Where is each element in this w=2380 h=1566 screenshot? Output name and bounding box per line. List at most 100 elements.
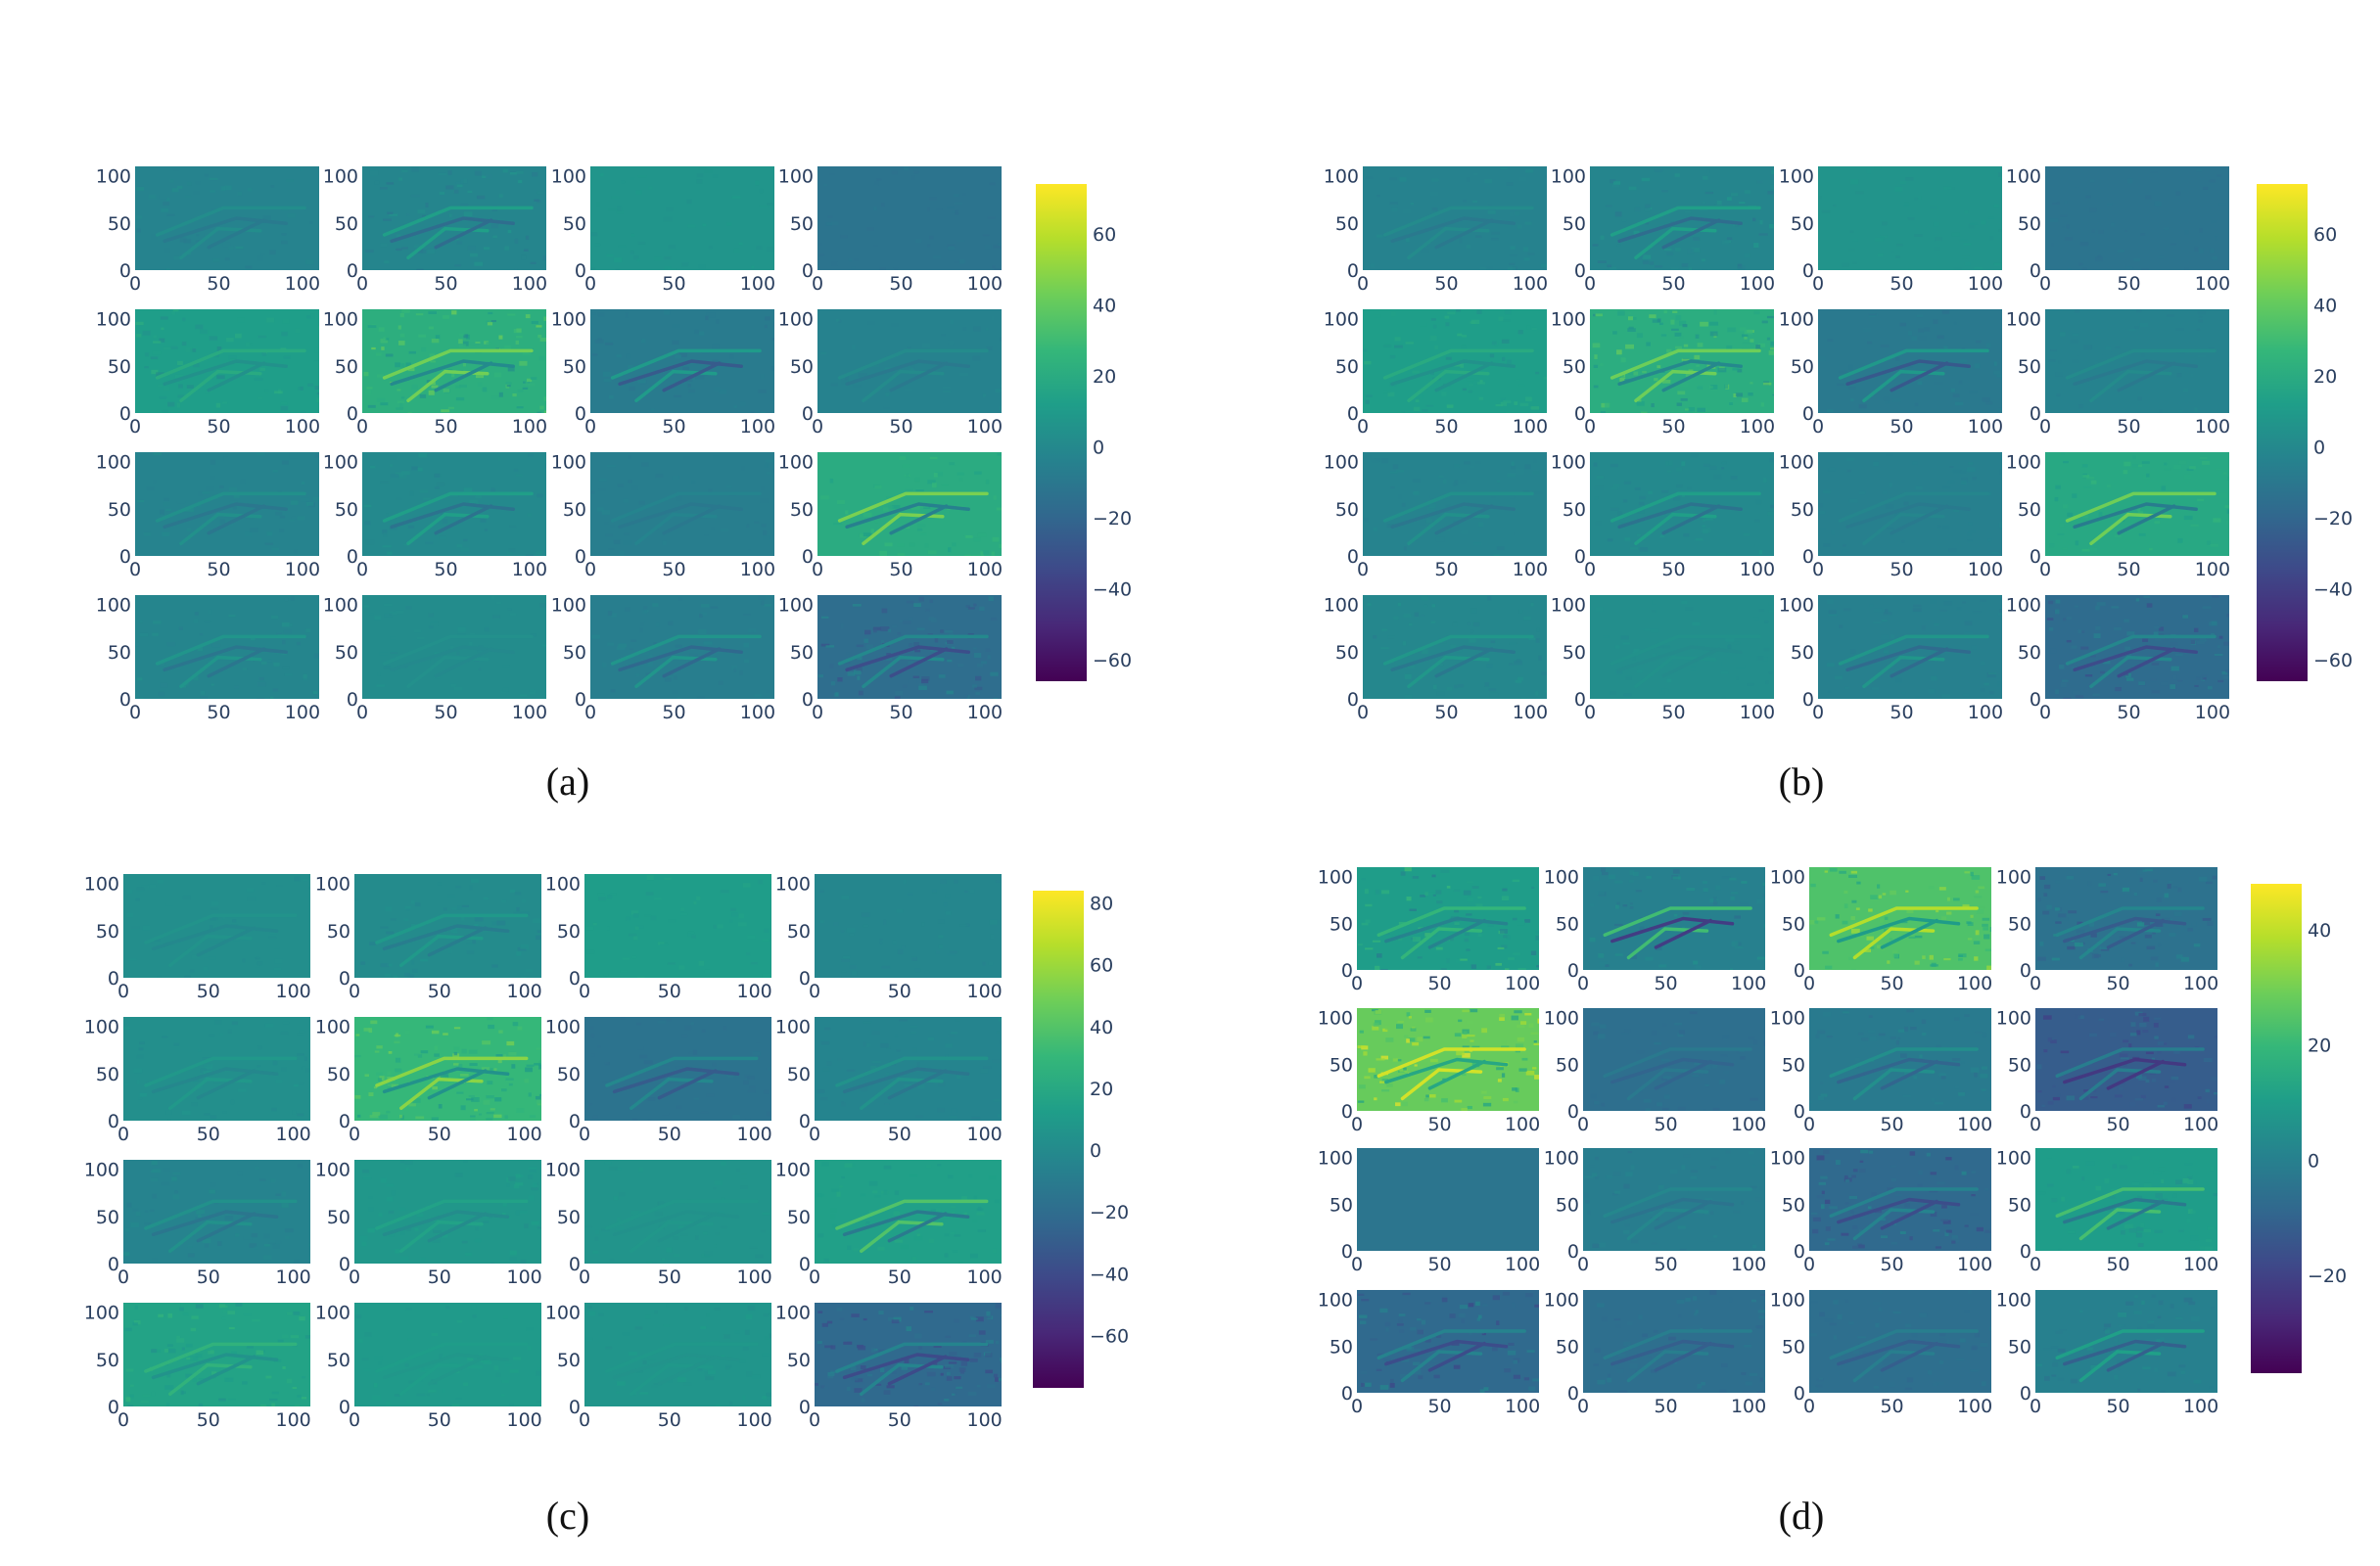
texture-speck (2187, 1179, 2194, 1184)
y-tick-label: 50 (327, 921, 350, 943)
texture-speck (1986, 672, 1996, 678)
texture-speck (2054, 609, 2060, 615)
feature-map-background (362, 595, 546, 699)
texture-speck (1520, 1021, 1527, 1025)
texture-speck (2042, 910, 2050, 915)
texture-speck (1846, 469, 1852, 473)
texture-speck (152, 350, 162, 355)
silhouette-edge (2055, 1187, 2205, 1219)
texture-speck (589, 1103, 593, 1106)
texture-speck (926, 1371, 936, 1377)
texture-speck (1906, 1009, 1914, 1013)
feature-map (354, 1303, 541, 1406)
texture-speck (973, 647, 977, 650)
texture-speck (152, 632, 159, 636)
texture-speck (181, 1110, 191, 1116)
texture-speck (1491, 231, 1501, 235)
texture-speck (1452, 483, 1457, 487)
texture-speck (597, 893, 605, 896)
texture-speck (737, 412, 745, 413)
texture-speck (1412, 1368, 1422, 1374)
texture-speck (605, 1346, 613, 1350)
texture-speck (1744, 336, 1748, 340)
texture-speck (1975, 1032, 1983, 1035)
texture-speck (206, 486, 214, 491)
texture-speck (1461, 345, 1467, 348)
texture-speck (1753, 243, 1759, 249)
texture-speck (2071, 359, 2079, 363)
texture-speck (1629, 1363, 1638, 1369)
texture-speck (1897, 1036, 1901, 1040)
texture-speck (297, 516, 305, 521)
texture-speck (1393, 616, 1399, 620)
texture-speck (598, 488, 607, 492)
texture-speck (125, 889, 133, 894)
x-tick-label: 100 (737, 1409, 772, 1431)
texture-speck (682, 1238, 688, 1242)
texture-speck (746, 952, 751, 956)
texture-speck (1363, 1051, 1368, 1056)
texture-speck (1842, 920, 1848, 925)
texture-speck (2090, 933, 2097, 938)
silhouette-edge (155, 634, 306, 666)
texture-speck (2138, 532, 2146, 536)
texture-speck (1771, 169, 1774, 175)
texture-speck (1670, 267, 1679, 270)
y-tick-label: 100 (323, 309, 358, 331)
texture-speck (2079, 242, 2089, 247)
silhouette-edge (390, 502, 515, 530)
texture-speck (700, 603, 710, 608)
y-tick-label: 50 (1791, 642, 1814, 664)
texture-speck (894, 1190, 900, 1196)
texture-speck (586, 949, 595, 954)
texture-speck (1914, 960, 1920, 965)
texture-speck (1606, 205, 1612, 207)
texture-speck (474, 170, 482, 176)
texture-speck (1984, 948, 1991, 951)
texture-speck (752, 1051, 761, 1056)
texture-speck (607, 611, 613, 616)
texture-speck (859, 1381, 865, 1385)
x-tick-label: 0 (356, 416, 368, 438)
texture-speck (491, 208, 497, 211)
texture-speck (1860, 1149, 1869, 1154)
texture-speck (1648, 490, 1653, 494)
texture-speck (933, 473, 938, 478)
texture-speck (944, 1363, 954, 1368)
texture-speck (456, 1320, 463, 1323)
texture-speck (1537, 1018, 1539, 1024)
texture-speck (952, 1393, 956, 1396)
texture-speck (689, 653, 698, 657)
silhouette-edge (612, 1353, 740, 1380)
texture-speck (867, 321, 875, 325)
texture-speck (303, 677, 308, 681)
x-tick-label: 100 (512, 273, 547, 295)
texture-speck (1867, 1206, 1872, 1210)
texture-speck (1969, 221, 1979, 225)
silhouette-edge (1654, 918, 1712, 949)
texture-speck (136, 1080, 140, 1084)
texture-speck (985, 453, 990, 456)
silhouette-edge (144, 1056, 298, 1087)
texture-speck (1848, 874, 1858, 878)
texture-speck (1917, 1183, 1923, 1187)
texture-speck (1883, 650, 1890, 654)
texture-speck (1435, 536, 1445, 542)
texture-speck (1909, 1151, 1916, 1156)
texture-speck (910, 505, 920, 510)
texture-speck (1530, 1032, 1539, 1035)
texture-speck (1945, 1229, 1952, 1233)
texture-speck (2056, 1093, 2061, 1097)
y-tick-label: 0 (575, 689, 586, 711)
texture-speck (2168, 880, 2172, 883)
texture-speck (1515, 679, 1522, 683)
texture-speck (172, 1194, 180, 1200)
texture-speck (1502, 356, 1506, 361)
texture-speck (967, 889, 975, 894)
texture-speck (1708, 698, 1712, 699)
texture-speck (1631, 1239, 1639, 1244)
texture-speck (1434, 345, 1439, 350)
texture-speck (513, 1183, 520, 1189)
texture-speck (620, 970, 628, 973)
texture-speck (2190, 524, 2199, 528)
